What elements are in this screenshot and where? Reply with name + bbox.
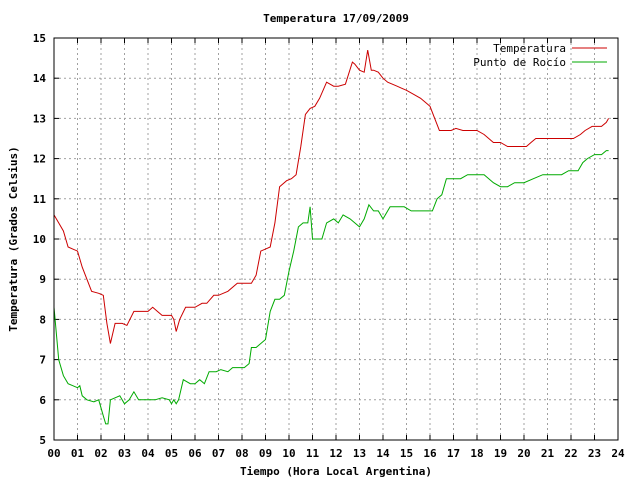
x-tick-label: 10 <box>282 447 295 460</box>
x-tick-label: 15 <box>400 447 413 460</box>
y-tick-label: 5 <box>39 434 46 447</box>
x-tick-label: 16 <box>423 447 437 460</box>
grid-layer <box>54 38 618 440</box>
x-tick-label: 14 <box>376 447 390 460</box>
series-line-punto-de-rocio <box>53 150 609 425</box>
x-tick-label: 11 <box>306 447 320 460</box>
y-tick-label: 15 <box>33 32 46 45</box>
x-tick-label: 17 <box>447 447 460 460</box>
chart-title: Temperatura 17/09/2009 <box>263 12 409 25</box>
series-layer <box>53 50 610 425</box>
x-tick-label: 18 <box>470 447 483 460</box>
series-line-temperatura <box>53 50 610 344</box>
x-tick-label: 19 <box>494 447 507 460</box>
y-tick-label: 9 <box>39 273 46 286</box>
x-axis-label: Tiempo (Hora Local Argentina) <box>240 465 432 478</box>
x-tick-label: 13 <box>353 447 366 460</box>
x-tick-label: 07 <box>212 447 225 460</box>
x-tick-label: 06 <box>188 447 202 460</box>
y-tick-label: 10 <box>33 233 46 246</box>
x-tick-label: 12 <box>329 447 342 460</box>
legend-label: Temperatura <box>493 42 566 55</box>
x-tick-label: 20 <box>517 447 530 460</box>
x-tick-label: 21 <box>541 447 555 460</box>
y-tick-label: 12 <box>33 153 46 166</box>
x-tick-label: 23 <box>588 447 601 460</box>
x-tick-label: 09 <box>259 447 272 460</box>
x-tick-label: 02 <box>94 447 107 460</box>
x-tick-label: 03 <box>118 447 131 460</box>
y-tick-label: 8 <box>39 313 46 326</box>
legend-label: Punto de Rocío <box>473 56 566 69</box>
y-tick-label: 13 <box>33 112 46 125</box>
y-tick-label: 7 <box>39 354 46 367</box>
x-tick-label: 05 <box>165 447 178 460</box>
y-axis-label: Temperatura (Grados Celsius) <box>7 146 20 331</box>
x-tick-label: 04 <box>141 447 155 460</box>
tick-layer: 00 01 02 03 04 05 06 07 08 09 10 11 12 13 14 15 16 17 18 19… <box>33 32 625 460</box>
x-tick-label: 08 <box>235 447 248 460</box>
plot-frame <box>53 37 619 441</box>
x-tick-label: 22 <box>564 447 577 460</box>
y-tick-label: 14 <box>33 72 47 85</box>
x-tick-label: 00 <box>47 447 60 460</box>
x-tick-label: 24 <box>611 447 625 460</box>
x-tick-label: 01 <box>71 447 85 460</box>
y-tick-label: 11 <box>33 193 47 206</box>
y-tick-label: 6 <box>39 394 46 407</box>
